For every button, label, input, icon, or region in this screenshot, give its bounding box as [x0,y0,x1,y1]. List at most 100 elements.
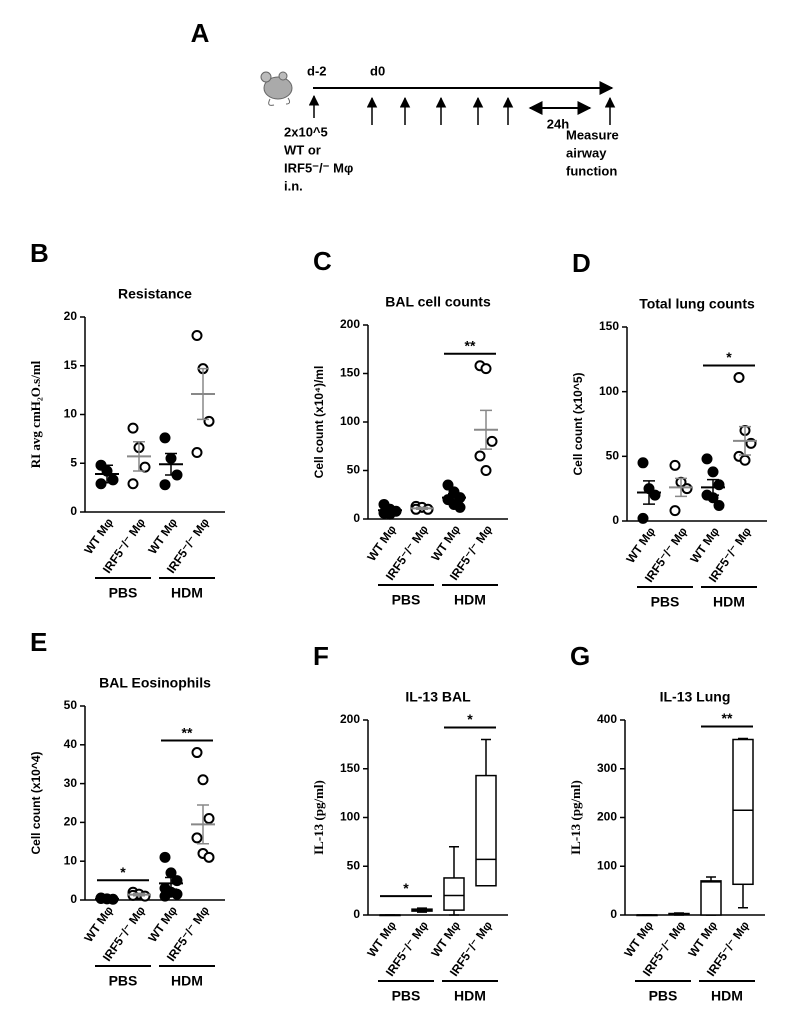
error-bar [165,452,177,476]
day-label: d0 [370,63,385,78]
y-tick-label: 20 [64,815,78,829]
panel-label: C [313,246,332,276]
data-point [486,435,498,447]
chart-title: IL-13 Lung [660,689,731,705]
day-label: d-2 [307,63,327,78]
data-point [707,466,719,478]
data-point [203,415,215,427]
significance-label: * [467,711,473,727]
group-label: HDM [171,973,203,989]
y-tick-label: 15 [64,358,78,372]
data-point [127,478,139,490]
data-point [454,501,466,513]
data-point [701,453,713,465]
data-point [739,454,751,466]
significance-label: * [726,349,732,365]
data-point [171,888,183,900]
readout-text: function [566,163,617,178]
y-tick-label: 50 [606,449,620,463]
group-label: HDM [711,988,743,1004]
group-label: HDM [454,592,486,608]
y-tick-label: 0 [70,892,77,906]
y-tick-label: 100 [340,414,360,428]
y-tick-label: 10 [64,853,78,867]
timeline-panel: A d-2 d0 24h 2x10^5 WT or IRF5⁻/⁻ Mφ i.n… [191,18,619,194]
significance-label: ** [722,710,733,726]
data-point [637,512,649,524]
panel-label: F [313,641,329,671]
data-point [480,363,492,375]
box [700,880,722,916]
data-point [191,330,203,342]
data-point [159,432,171,444]
interval-label: 24h [547,116,569,131]
data-point [669,505,681,517]
data-point [127,422,139,434]
error-bar [416,506,428,511]
y-axis-label: Cell count (x10^5) [571,372,585,475]
group-label: PBS [392,592,421,608]
group-label: HDM [713,594,745,610]
data-point [197,774,209,786]
y-tick-label: 400 [597,712,617,726]
group-label: PBS [109,973,138,989]
significance-label: * [120,864,126,880]
box [732,738,754,886]
panel-label: B [30,238,49,268]
y-tick-label: 300 [597,761,617,775]
error-bar [707,478,719,496]
y-tick-label: 0 [353,907,360,921]
data-point [442,479,454,491]
chart-title: BAL cell counts [385,294,491,310]
y-tick-label: 100 [340,810,360,824]
data-point [159,851,171,863]
dose-arrows [308,94,616,125]
y-tick-label: 150 [599,319,619,333]
data-point [159,890,171,902]
data-point [191,832,203,844]
box [475,774,497,887]
y-axis-label: Cell count (x10⁴)/ml [312,366,326,479]
y-tick-label: 0 [610,907,617,921]
box [443,877,465,911]
panel-label: E [30,627,47,657]
significance-label: ** [182,724,193,740]
error-bar [739,425,751,456]
group-label: PBS [109,585,138,601]
data-point [480,465,492,476]
data-point [681,483,693,495]
y-tick-label: 150 [340,366,360,380]
y-tick-label: 50 [347,463,361,477]
error-bar [384,507,396,513]
y-axis-label: IL-13 (pg/ml) [568,780,583,855]
readout-text: Measure [566,127,619,142]
dose-text: WT or [284,142,321,157]
data-point [191,447,203,459]
significance-label: * [403,880,409,896]
group-label: PBS [649,988,678,1004]
y-tick-label: 10 [64,407,78,421]
data-point [637,457,649,469]
y-tick-label: 5 [70,455,77,469]
error-bar [101,464,113,484]
y-axis-label: RI avg cmH₂O.s/ml [28,360,43,468]
y-tick-label: 100 [597,858,617,872]
y-tick-label: 200 [597,810,617,824]
error-bar [448,493,460,503]
dose-text: i.n. [284,178,303,193]
y-axis-label: IL-13 (pg/ml) [311,780,326,855]
panel-label: G [570,641,590,671]
error-bar [165,876,177,890]
y-tick-label: 200 [340,317,360,331]
data-point [191,747,203,759]
error-bar [197,804,209,845]
group-label: HDM [171,585,203,601]
significance-label: ** [465,337,476,353]
data-point [95,478,107,490]
whisker [449,846,459,916]
dose-text: 2x10^5 [284,124,328,139]
error-bar [133,892,145,897]
panel-label: D [572,248,591,278]
y-tick-label: 0 [353,511,360,525]
